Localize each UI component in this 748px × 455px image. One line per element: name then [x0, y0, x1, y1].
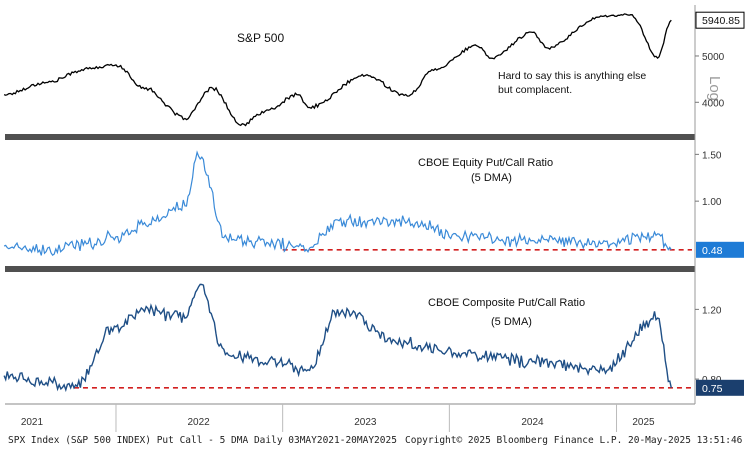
composite-series-line [3, 283, 672, 393]
y-tick-label-0: 1.00 [702, 197, 722, 208]
y-tick-label-1: 5000 [702, 52, 725, 63]
x-year-label-4: 2025 [632, 417, 655, 428]
sp500-last-value-badge: 5940.85 [695, 11, 745, 29]
y-tick-label-1: 1.20 [702, 305, 722, 316]
footer-right: 20-May-2025 13:51:46 [628, 435, 743, 446]
composite-title-line-1: CBOE Composite Put/Call Ratio [428, 297, 585, 309]
y-tick-label-1: 1.50 [702, 150, 722, 161]
sp500-y-ticks: 4000 5000 [695, 52, 725, 109]
equity-last-value: 0.48 [702, 245, 723, 257]
x-year-label-1: 2022 [188, 417, 211, 428]
x-year-label-2: 2023 [354, 417, 377, 428]
footer-left: SPX Index (S&P 500 INDEX) Put Call - 5 D… [8, 435, 397, 446]
x-axis-year-labels: 2021 2022 2023 2024 2025 [21, 404, 655, 432]
composite-last-value-badge: 0.75 [696, 379, 744, 396]
y-tick-label-0: 4000 [702, 98, 725, 109]
footer-center: Copyright© 2025 Bloomberg Finance L.P. [405, 435, 622, 446]
sp500-last-value: 5940.85 [702, 15, 740, 27]
x-year-label-3: 2024 [521, 417, 544, 428]
panel-divider-2 [5, 266, 695, 272]
x-year-label-0: 2021 [21, 417, 44, 428]
equity-y-ticks: 1.00 1.50 [695, 150, 722, 208]
sp500-annotation-line-1: Hard to say this is anything else [498, 70, 646, 82]
sp500-title: S&P 500 [237, 31, 284, 45]
panel-equity-put-call: CBOE Equity Put/Call Ratio (5 DMA) 1.001… [3, 150, 744, 258]
equity-series-line [3, 150, 672, 257]
sp500-log-label: Log [706, 76, 723, 101]
panel-sp500: S&P 500 Hard to say this is anything els… [3, 11, 745, 127]
equity-last-value-badge: 0.48 [696, 241, 744, 258]
equity-title-line-1: CBOE Equity Put/Call Ratio [418, 157, 553, 169]
sp500-series-line [3, 13, 672, 127]
composite-last-value: 0.75 [702, 383, 723, 395]
sp500-annotation-line-2: but complacent. [498, 84, 572, 96]
panel-divider-1 [5, 134, 695, 140]
composite-title-line-2: (5 DMA) [491, 316, 532, 328]
equity-title-line-2: (5 DMA) [471, 172, 512, 184]
panel-composite-put-call: CBOE Composite Put/Call Ratio (5 DMA) 0.… [3, 283, 744, 396]
